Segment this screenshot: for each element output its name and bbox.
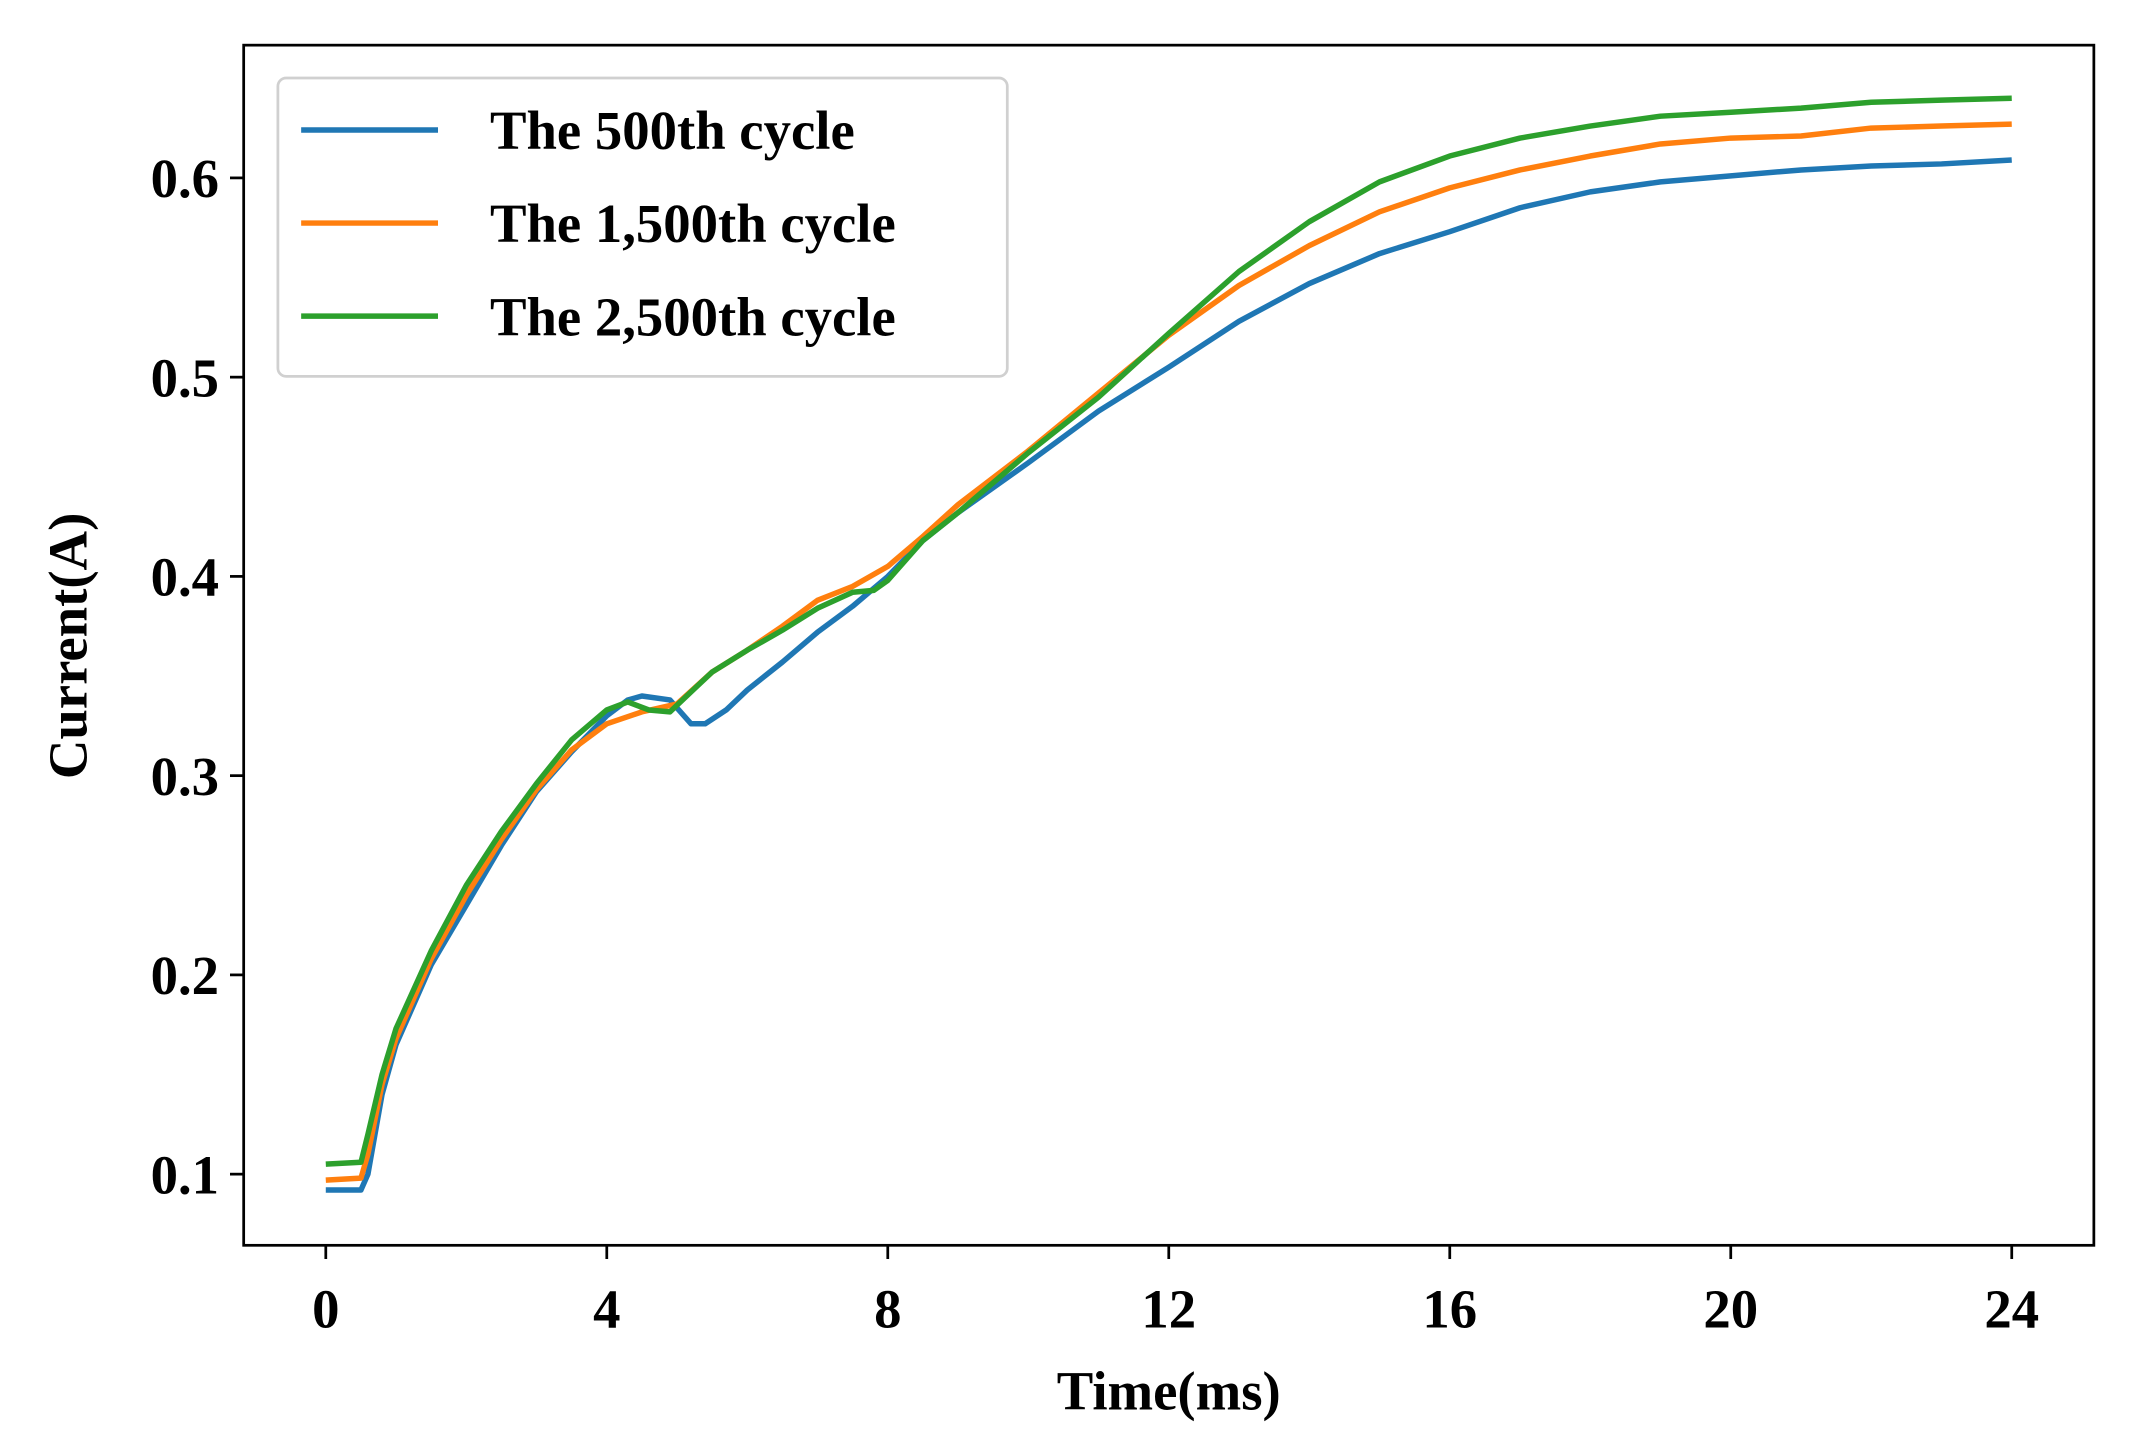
x-tick-label: 12 — [1141, 1278, 1196, 1339]
x-axis-label: Time(ms) — [1057, 1361, 1281, 1422]
y-tick-label: 0.4 — [151, 547, 219, 608]
x-tick-label: 0 — [312, 1278, 339, 1339]
x-axis: 0 4 8 12 16 20 24 — [312, 1245, 2039, 1339]
x-tick-label: 16 — [1422, 1278, 1477, 1339]
legend: The 500th cycle The 1,500th cycle The 2,50… — [276, 76, 1009, 378]
series-line-3 — [325, 95, 2012, 1167]
series-line-2 — [325, 121, 2012, 1183]
legend-label-1: The 500th cycle — [490, 100, 855, 161]
x-tick-label: 8 — [874, 1278, 901, 1339]
x-tick-label: 24 — [1984, 1278, 2039, 1339]
series-layer — [325, 95, 2012, 1193]
y-axis: 0.1 0.2 0.3 0.4 0.5 0.6 — [151, 148, 244, 1205]
legend-label-2: The 1,500th cycle — [490, 193, 896, 254]
legend-box — [276, 76, 1009, 378]
y-tick-label: 0.3 — [151, 746, 219, 807]
y-axis-label: Current(A) — [37, 513, 98, 779]
y-tick-label: 0.1 — [151, 1144, 219, 1205]
x-tick-label: 4 — [593, 1278, 620, 1339]
series-line-1 — [325, 157, 2012, 1193]
legend-label-3: The 2,500th cycle — [490, 286, 896, 347]
plot-frame — [242, 43, 2096, 1247]
y-tick-label: 0.6 — [151, 148, 219, 209]
y-tick-label: 0.5 — [151, 347, 219, 408]
y-tick-label: 0.2 — [151, 945, 219, 1006]
x-tick-label: 20 — [1703, 1278, 1758, 1339]
